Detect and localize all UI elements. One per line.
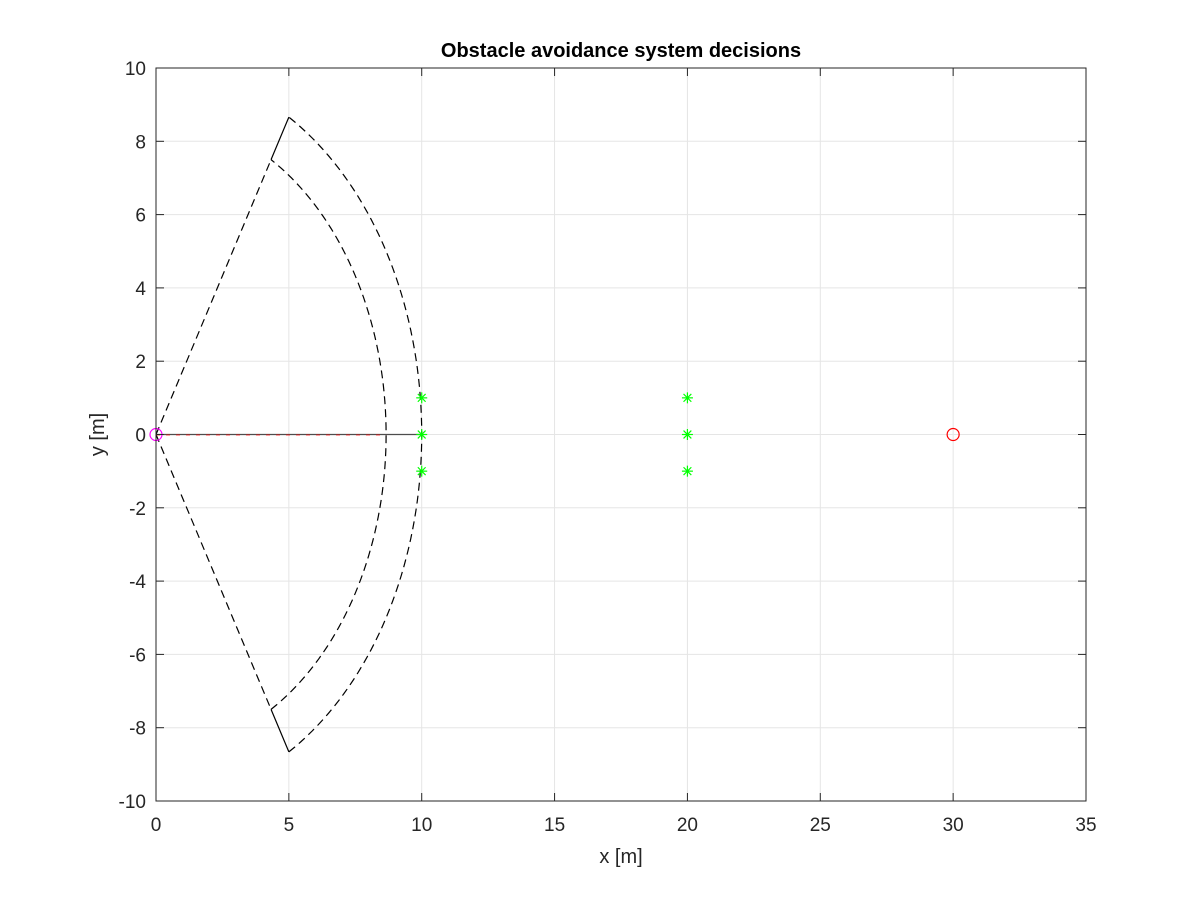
obstacle-marker	[681, 429, 693, 440]
obstacle-marker	[416, 429, 428, 440]
x-tick-label: 20	[677, 815, 698, 836]
y-tick-label: 10	[125, 59, 146, 80]
x-tick-label: 5	[284, 815, 295, 836]
obstacle-marker	[681, 465, 693, 477]
y-tick-label: -2	[129, 499, 146, 520]
x-tick-label: 15	[544, 815, 565, 836]
y-tick-label: 0	[135, 426, 146, 447]
asterisk-stroke	[417, 393, 427, 403]
y-tick-label: -10	[119, 792, 146, 813]
y-tick-label: -4	[129, 572, 146, 593]
x-tick-label: 0	[151, 815, 162, 836]
y-tick-label: 2	[135, 352, 146, 373]
inner-range-arc	[270, 159, 387, 710]
fov-edge-upper	[155, 159, 272, 435]
fov-cap-upper	[270, 116, 290, 160]
y-tick-label: 6	[135, 206, 146, 227]
asterisk-stroke	[683, 393, 692, 403]
data-series	[149, 392, 960, 477]
sensor-sector	[155, 116, 423, 753]
target-marker	[946, 427, 960, 442]
x-tick-label: 35	[1075, 815, 1096, 836]
y-tick-label: 8	[135, 132, 146, 153]
obstacle-marker	[416, 465, 428, 477]
fov-cap-lower	[270, 709, 290, 753]
chart-title: Obstacle avoidance system decisions	[441, 40, 801, 62]
y-tick-label: -6	[129, 645, 146, 666]
x-tick-label: 10	[411, 815, 432, 836]
axis-ticks: 0 5 10 15 20 25 30 35 -10 -8 -6 -4 -2 0 2 4 6 8 10	[119, 59, 1097, 836]
asterisk-stroke	[683, 466, 692, 476]
y-axis-label: y [m]	[87, 413, 109, 456]
fov-edge-lower	[155, 434, 272, 710]
obstacle-marker	[416, 392, 428, 404]
asterisk-stroke	[417, 430, 427, 439]
obstacle-marker	[681, 392, 693, 404]
x-tick-label: 30	[943, 815, 964, 836]
asterisk-stroke	[417, 466, 427, 476]
y-tick-label: -8	[129, 719, 146, 740]
x-tick-label: 25	[810, 815, 831, 836]
y-tick-label: 4	[135, 279, 146, 300]
x-axis-label: x [m]	[599, 846, 642, 868]
asterisk-stroke	[683, 430, 692, 439]
